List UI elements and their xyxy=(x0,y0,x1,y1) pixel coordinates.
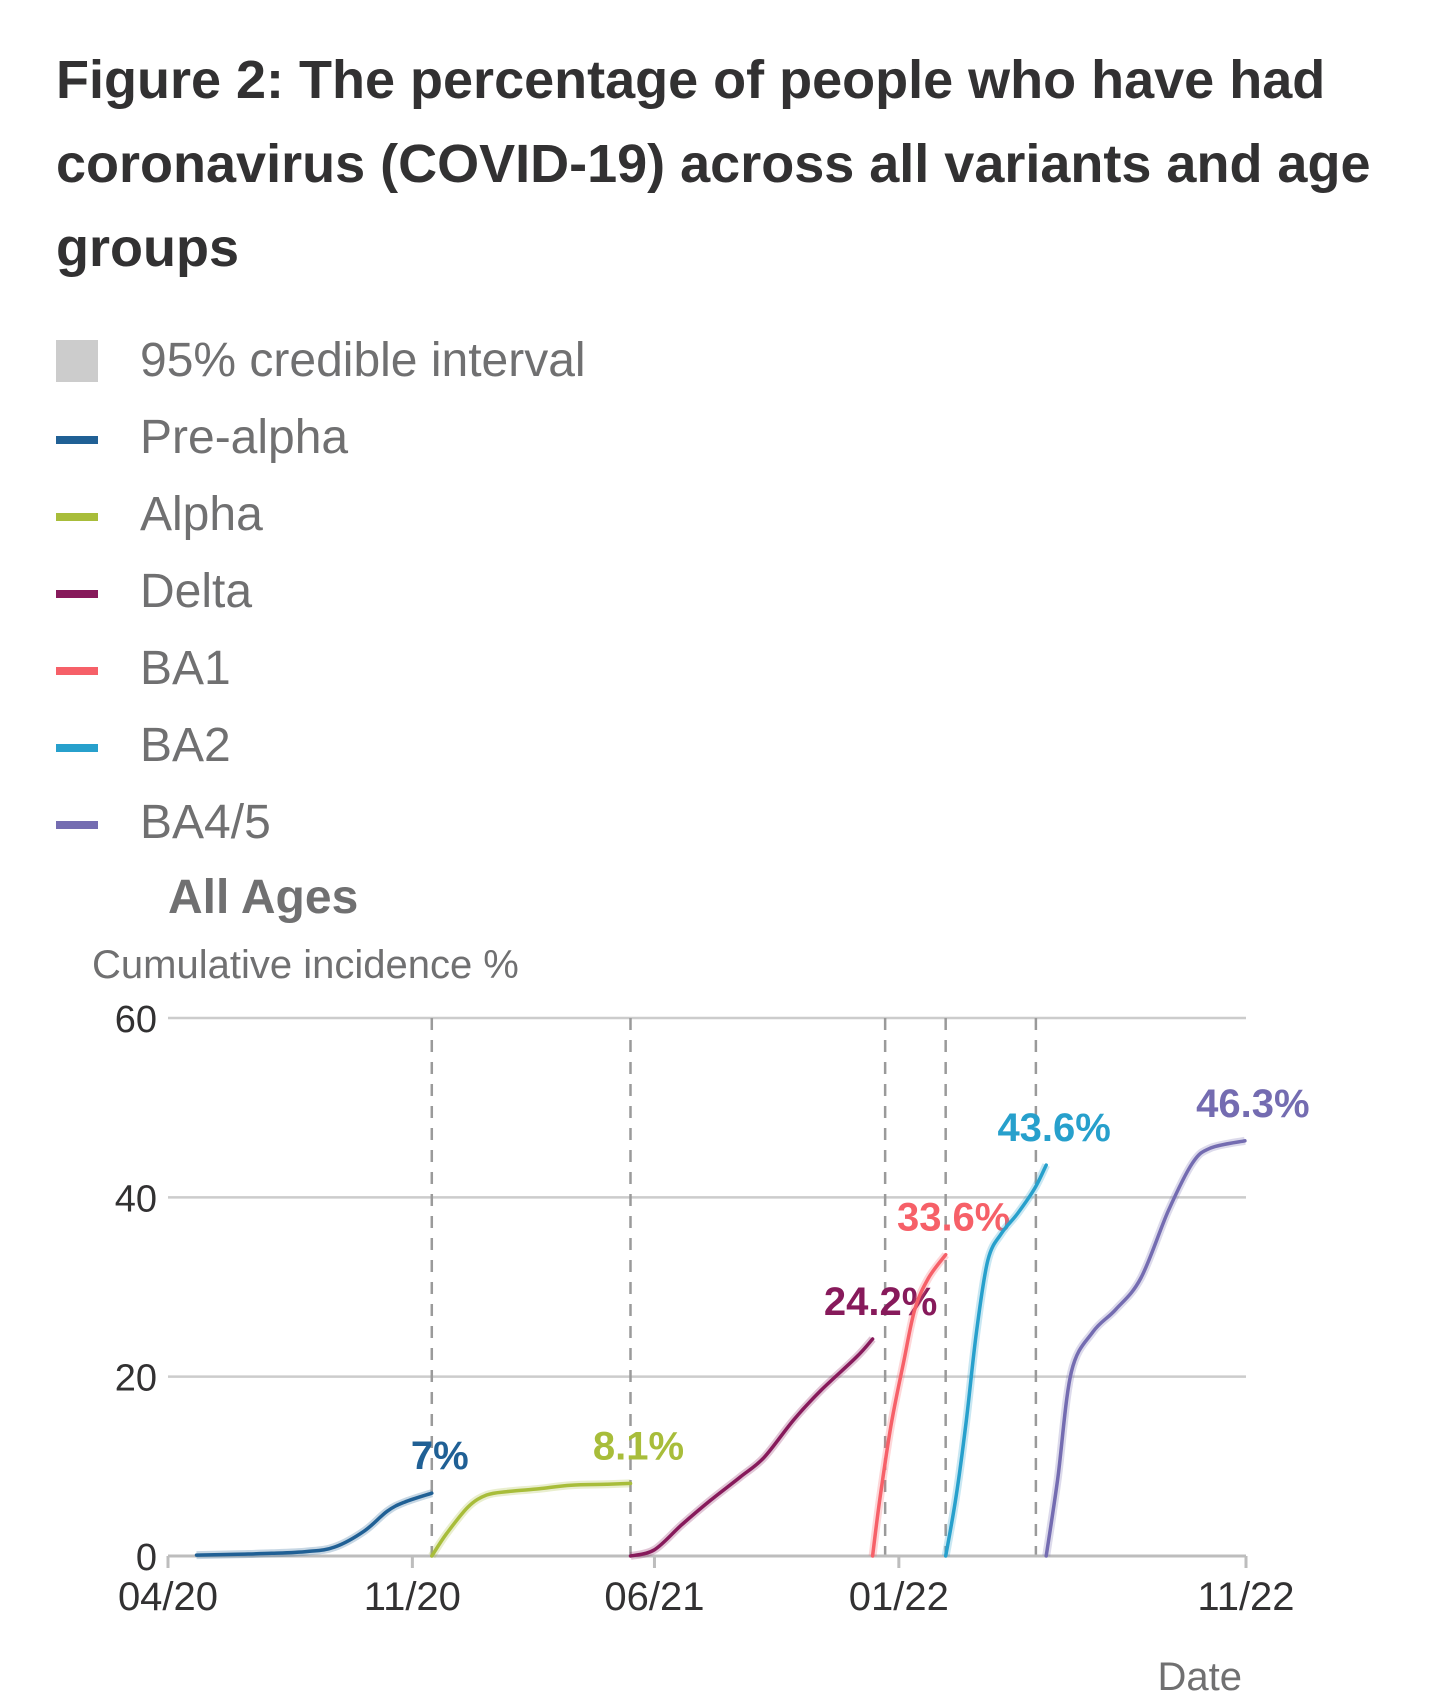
legend-swatch-ba2 xyxy=(56,744,98,752)
y-tick-label: 60 xyxy=(115,999,157,1041)
legend-label-alpha: Alpha xyxy=(140,488,263,541)
x-tick-label: 11/20 xyxy=(364,1575,461,1619)
x-tick-label: 01/22 xyxy=(849,1575,949,1619)
series-line-ba2 xyxy=(943,1163,1048,1558)
legend-swatch-ba4-5 xyxy=(56,821,98,829)
credible-interval-band-ba4-5 xyxy=(1042,1136,1246,1557)
legend-swatch-credible-interval xyxy=(56,340,98,382)
panel-title: All Ages xyxy=(168,871,359,924)
y-axis-label: Cumulative incidence % xyxy=(92,943,519,987)
legend-label-pre-alpha: Pre-alpha xyxy=(140,411,349,464)
y-tick-label: 40 xyxy=(115,1178,157,1220)
x-axis-label: Date xyxy=(1158,1655,1243,1699)
legend-label-ba1: BA1 xyxy=(140,642,231,695)
legend-label-ba2: BA2 xyxy=(140,719,231,772)
credible-interval-band-alpha xyxy=(428,1479,631,1559)
x-tick-label: 04/20 xyxy=(118,1575,218,1619)
legend-swatch-alpha xyxy=(56,513,98,521)
series-line-ba1 xyxy=(870,1252,948,1558)
data-label-ba2: 43.6% xyxy=(997,1106,1110,1150)
y-tick-label: 20 xyxy=(115,1358,157,1400)
legend-label-delta: Delta xyxy=(140,565,253,618)
series-line-ba4-5 xyxy=(1044,1139,1247,1558)
series-line-pre-alpha xyxy=(194,1491,434,1557)
x-tick-label: 06/21 xyxy=(604,1575,704,1619)
legend-swatch-pre-alpha xyxy=(56,436,98,444)
data-label-ba1: 33.6% xyxy=(897,1196,1010,1240)
x-tick-label: 11/22 xyxy=(1197,1575,1294,1619)
series-line-alpha xyxy=(430,1481,633,1558)
figure-title: Figure 2: The percentage of people who h… xyxy=(56,50,1371,278)
y-tick-label: 0 xyxy=(136,1537,157,1579)
data-label-ba4-5: 46.3% xyxy=(1196,1082,1309,1126)
series-line-delta xyxy=(628,1337,875,1558)
legend-label-ba4-5: BA4/5 xyxy=(140,796,271,849)
legend-label-credible-interval: 95% credible interval xyxy=(140,334,586,387)
legend-swatch-delta xyxy=(56,590,98,598)
legend-swatch-ba1 xyxy=(56,667,98,675)
data-label-alpha: 8.1% xyxy=(593,1424,684,1468)
credible-interval-band-pre-alpha xyxy=(196,1489,434,1560)
data-label-pre-alpha: 7% xyxy=(411,1434,469,1478)
